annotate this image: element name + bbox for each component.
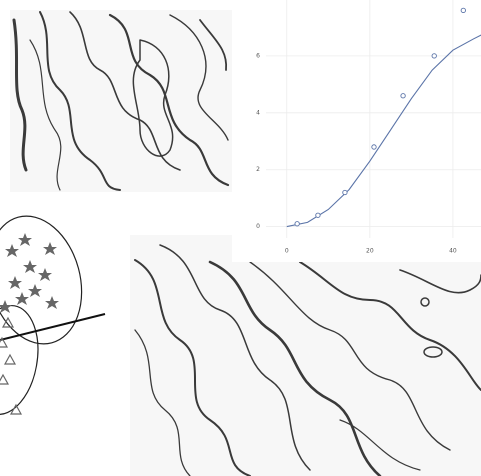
triangle-markers [0,316,23,415]
contour-texture-bottom [130,235,481,476]
contour-texture-top [10,10,232,192]
y-tick-label: 4 [256,109,260,116]
y-tick-label: 0 [256,223,260,230]
chart-panel: 0 2 4 6 0 20 40 [232,0,481,262]
data-point [431,53,437,59]
data-point [294,221,300,227]
x-tick-label: 0 [285,248,289,255]
cluster-diagram [0,205,130,476]
fit-curve [286,34,481,228]
data-point [400,93,406,99]
x-tick-label: 20 [366,248,374,255]
y-tick-label: 2 [256,166,260,173]
star-markers [0,233,59,313]
data-point [342,189,348,196]
x-tick-label: 40 [449,248,457,255]
data-point [371,144,377,150]
data-point [460,7,466,14]
y-tick-label: 6 [256,52,260,59]
data-point [315,212,321,218]
